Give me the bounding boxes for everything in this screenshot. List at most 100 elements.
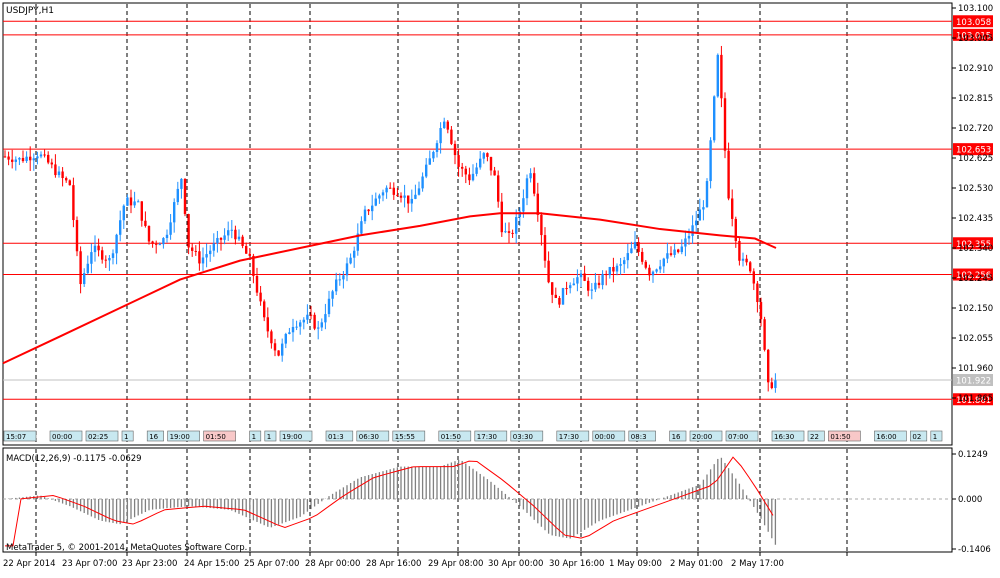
bull-candle [425, 164, 428, 177]
bull-candle [482, 153, 485, 159]
bull-candle [299, 322, 302, 327]
bear-candle [234, 229, 237, 240]
bull-candle [137, 201, 140, 203]
bull-candle [633, 242, 637, 249]
economic-event-flag[interactable] [874, 430, 907, 442]
economic-event-flag[interactable] [771, 430, 805, 442]
economic-event-time: 01:50 [441, 433, 461, 441]
bull-candle [363, 209, 367, 222]
bull-candle [662, 258, 665, 267]
bear-candle [241, 236, 244, 246]
bull-candle [57, 171, 61, 176]
bear-candle [219, 237, 223, 240]
economic-event-flag[interactable] [3, 430, 37, 442]
economic-event-flag[interactable] [689, 430, 723, 442]
bull-candle [223, 235, 226, 240]
bull-candle [432, 151, 435, 159]
economic-event-flag[interactable] [438, 430, 472, 442]
economic-event-time: 08:3 [631, 433, 647, 441]
bear-candle [759, 302, 763, 320]
bear-candle [266, 317, 269, 332]
x-tick-label: 28 Apr 16:00 [366, 559, 421, 569]
economic-event-flag[interactable] [356, 430, 390, 442]
economic-event-flag[interactable] [669, 430, 687, 442]
bear-candle [72, 185, 75, 221]
economic-event-flag[interactable] [249, 430, 262, 442]
economic-event-flag[interactable] [203, 430, 236, 442]
economic-event-time: 1 [933, 433, 937, 441]
economic-event-flag[interactable] [828, 430, 861, 442]
bear-candle [533, 173, 536, 194]
economic-event-flag[interactable] [264, 430, 277, 442]
economic-event-flag[interactable] [725, 430, 759, 442]
economic-event-flag[interactable] [510, 430, 544, 442]
bear-candle [277, 350, 280, 356]
economic-event-flag[interactable] [628, 430, 656, 442]
bear-candle [21, 157, 25, 162]
bear-candle [198, 251, 201, 264]
economic-event-flag[interactable] [121, 430, 134, 442]
bear-candle [644, 261, 647, 268]
level-price-text: 103.015 [956, 31, 991, 41]
economic-event-flag[interactable] [910, 430, 928, 442]
bull-candle [385, 187, 388, 193]
bull-candle [371, 205, 374, 212]
bear-candle [389, 187, 392, 189]
economic-event-flag[interactable] [325, 430, 354, 442]
bear-candle [61, 171, 64, 179]
bear-candle [399, 195, 403, 198]
x-tick-label: 23 Apr 07:00 [62, 559, 117, 569]
economic-event-time: 19:00 [282, 433, 302, 441]
macd-signal-line [5, 456, 774, 547]
bear-candle [396, 194, 399, 196]
economic-event-time: 1 [124, 433, 128, 441]
economic-event-flag[interactable] [930, 430, 943, 442]
bull-candle [687, 235, 691, 239]
bull-candle [518, 211, 521, 218]
bull-candle [342, 275, 345, 280]
bear-candle [147, 225, 151, 242]
y-tick-label: 103.100 [958, 4, 993, 14]
bear-candle [101, 250, 104, 260]
bull-candle [439, 128, 442, 144]
economic-event-flag[interactable] [807, 430, 825, 442]
economic-event-flag[interactable] [85, 430, 119, 442]
economic-event-time: 01:50 [206, 433, 226, 441]
economic-event-flag[interactable] [146, 430, 164, 442]
y-tick-label: 102.245 [958, 274, 993, 284]
economic-event-flag[interactable] [392, 430, 426, 442]
bull-candle [176, 188, 179, 203]
bull-candle [741, 258, 745, 261]
bull-candle [353, 250, 356, 258]
bear-candle [767, 349, 770, 383]
bear-candle [551, 282, 554, 295]
economic-event-flag[interactable] [556, 430, 590, 442]
economic-event-flag[interactable] [167, 430, 200, 442]
bull-candle [25, 156, 28, 162]
economic-event-flag[interactable] [49, 430, 83, 442]
bull-candle [680, 246, 683, 253]
bear-candle [97, 245, 100, 251]
bull-candle [14, 159, 17, 162]
bull-candle [295, 326, 298, 328]
bear-candle [3, 156, 7, 158]
bull-candle [561, 288, 565, 305]
bull-candle [774, 380, 777, 389]
economic-event-flag[interactable] [592, 430, 626, 442]
bear-candle [489, 156, 493, 171]
bull-candle [93, 245, 97, 253]
economic-event-flag[interactable] [474, 430, 508, 442]
moving-average-line[interactable] [2, 212, 777, 365]
level-price-text: 102.653 [956, 146, 991, 156]
level-price-tag [953, 237, 993, 250]
bear-candle [749, 262, 752, 272]
economic-event-flag[interactable] [279, 430, 313, 442]
bull-candle [126, 197, 129, 206]
copyright-text: MetaTrader 5, © 2001-2014, MetaQuotes So… [6, 543, 247, 553]
bear-candle [731, 198, 734, 219]
level-price-text: 102.256 [956, 271, 991, 281]
bull-candle [428, 158, 431, 165]
bear-candle [677, 249, 680, 253]
